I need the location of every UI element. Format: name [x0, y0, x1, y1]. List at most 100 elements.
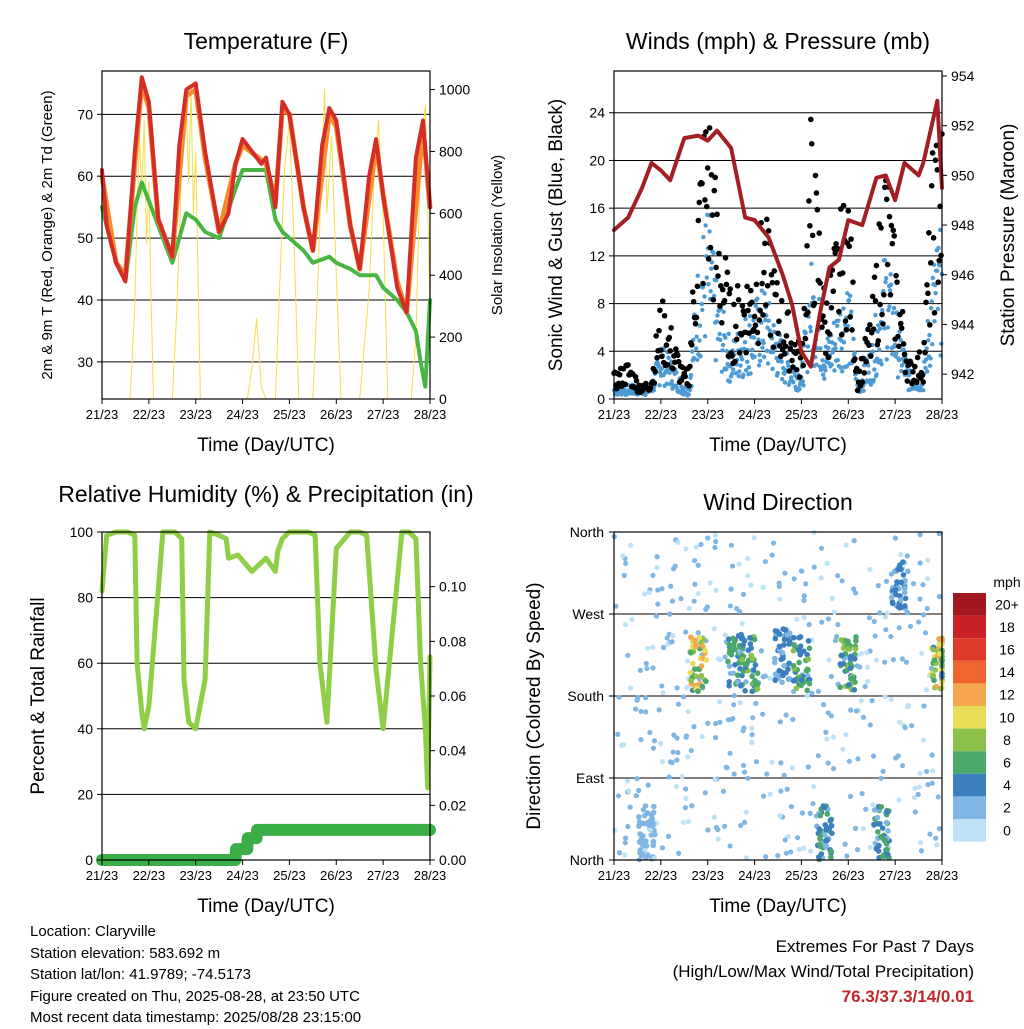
gust-point — [875, 338, 882, 344]
direction-point — [622, 560, 629, 567]
gust-point — [686, 383, 692, 389]
wind-point — [755, 296, 760, 301]
gust-point — [880, 321, 886, 327]
x-tick-label: 27/23 — [367, 868, 400, 883]
left-tick-label: 40 — [77, 292, 93, 308]
direction-point — [680, 694, 687, 700]
direction-point — [722, 654, 728, 660]
direction-point — [878, 804, 885, 810]
direction-point — [852, 590, 859, 596]
direction-point — [699, 643, 706, 649]
direction-point — [785, 834, 791, 840]
x-tick-label: 26/23 — [832, 868, 865, 883]
right-tick-label: 400 — [439, 267, 463, 283]
direction-point — [853, 638, 859, 644]
gust-point — [833, 240, 839, 247]
direction-point — [742, 688, 748, 694]
wind-point — [823, 368, 828, 373]
latlon-text: Station lat/lon: 41.9789; -74.5173 — [30, 966, 252, 983]
direction-point — [675, 539, 681, 545]
wind-point — [622, 387, 627, 393]
direction-point — [831, 609, 838, 615]
direction-point — [612, 827, 618, 833]
gust-point — [819, 324, 825, 330]
wind-point — [926, 338, 931, 343]
direction-point — [917, 560, 923, 566]
wind-point — [884, 357, 889, 362]
gust-point — [867, 321, 873, 328]
direction-point — [737, 608, 743, 615]
x-tick-label: 27/23 — [367, 407, 400, 422]
left-tick-label: North — [570, 852, 604, 868]
x-tick-label: 21/23 — [598, 868, 631, 883]
direction-point — [797, 651, 803, 658]
wind-point — [929, 299, 934, 304]
direction-point — [734, 672, 741, 678]
direction-point — [693, 643, 699, 650]
precip-line — [96, 823, 436, 866]
gust-point — [654, 354, 660, 361]
wind-point — [803, 330, 808, 336]
wind-point — [846, 298, 852, 303]
direction-point — [622, 840, 628, 846]
direction-point — [650, 809, 657, 816]
pressure-line — [612, 98, 944, 369]
right-tick-label: 1000 — [439, 82, 470, 98]
direction-point — [793, 685, 800, 692]
wind-point — [791, 379, 796, 385]
wind-point — [924, 346, 929, 351]
gust-point — [688, 342, 695, 348]
wind-point — [703, 223, 708, 228]
direction-point — [713, 587, 719, 593]
direction-point — [883, 627, 889, 633]
gust-point — [870, 326, 877, 332]
x-tick-label: 24/23 — [738, 868, 771, 883]
gust-point — [773, 291, 779, 298]
gust-point — [787, 345, 793, 352]
gust-point — [633, 377, 640, 384]
wind-point — [932, 318, 937, 324]
direction-point — [936, 650, 943, 657]
wind-point — [743, 368, 749, 373]
gust-point — [850, 279, 856, 285]
direction-point — [745, 775, 751, 781]
plot-frame — [101, 70, 431, 400]
direction-point — [781, 772, 787, 778]
wind-point — [874, 372, 879, 377]
direction-point — [846, 681, 852, 688]
gust-point — [884, 261, 891, 268]
direction-point — [683, 546, 689, 552]
direction-point — [725, 717, 732, 723]
x-tick-label: 25/23 — [785, 407, 818, 422]
right-tick-label: 0.00 — [439, 852, 466, 868]
direction-point — [736, 561, 742, 567]
left-tick-label: 70 — [77, 106, 93, 122]
direction-point — [821, 804, 827, 811]
wind-point — [852, 350, 857, 356]
wind-point — [880, 307, 885, 313]
direction-point — [848, 707, 854, 713]
legend-label: 4 — [1003, 777, 1011, 793]
direction-point — [912, 809, 918, 815]
direction-point — [870, 801, 876, 808]
gust-point — [663, 342, 670, 348]
direction-point — [902, 595, 909, 602]
wind-point — [738, 363, 743, 368]
wind-point — [891, 306, 897, 311]
direction-point — [688, 650, 694, 656]
wind-point — [841, 306, 846, 311]
wind-point — [765, 361, 771, 366]
wind-point — [731, 367, 736, 372]
gust-point — [729, 353, 735, 359]
direction-point — [783, 712, 789, 718]
direction-point — [895, 753, 901, 759]
gust-point — [789, 357, 795, 364]
direction-point — [892, 586, 899, 593]
wind-point — [928, 356, 933, 361]
wind-point — [883, 276, 889, 281]
wind-point — [883, 279, 888, 285]
direction-point — [791, 642, 798, 649]
direction-point — [917, 532, 923, 538]
direction-point — [674, 757, 680, 763]
wind-point — [664, 381, 670, 386]
